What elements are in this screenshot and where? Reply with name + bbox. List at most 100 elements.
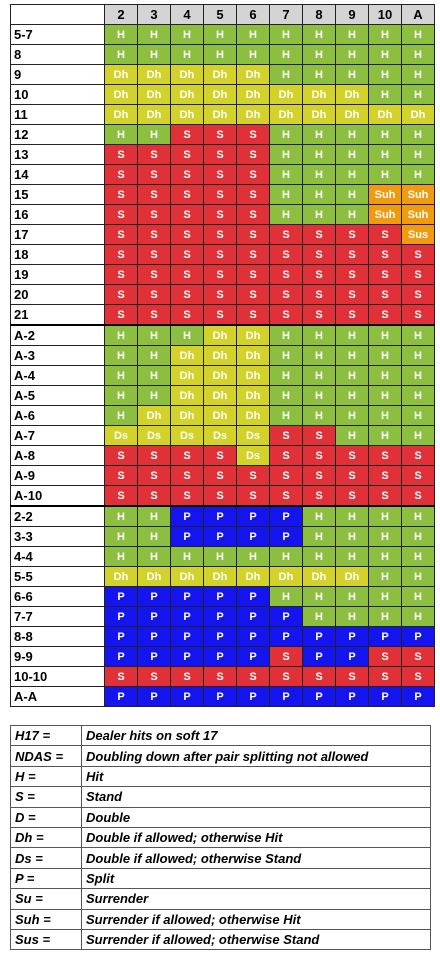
- action-cell: H: [335, 184, 369, 205]
- action-cell: Dh: [302, 566, 336, 587]
- hand-row: 10 Dh Dh Dh Dh Dh Dh Dh Dh H H: [10, 84, 435, 105]
- action-cell: H: [368, 505, 402, 527]
- legend-description: Surrender if allowed; otherwise Hit: [81, 908, 431, 930]
- hand-row: 9 Dh Dh Dh Dh Dh H H H H H: [10, 64, 435, 85]
- action-cell: S: [170, 284, 204, 305]
- action-cell: Dh: [104, 64, 138, 85]
- hand-row: 2-2 H H P P P P H H H H: [10, 505, 435, 527]
- action-cell: H: [335, 144, 369, 165]
- action-cell: H: [401, 64, 435, 85]
- action-cell: H: [137, 385, 171, 406]
- action-cell: S: [302, 666, 336, 687]
- legend-abbreviation: H =: [10, 765, 82, 788]
- legend-description: Stand: [81, 786, 431, 808]
- action-cell: H: [401, 144, 435, 165]
- hand-label: 12: [10, 124, 105, 145]
- legend-description: Double if allowed; otherwise Hit: [81, 826, 431, 849]
- action-cell: S: [236, 485, 270, 507]
- action-cell: P: [302, 686, 336, 707]
- action-cell: S: [401, 485, 435, 507]
- hand-label: 18: [10, 244, 105, 265]
- legend-description: Surrender if allowed; otherwise Stand: [81, 928, 431, 951]
- action-cell: H: [368, 566, 402, 587]
- action-cell: H: [269, 365, 303, 386]
- action-cell: S: [302, 244, 336, 265]
- legend-description: Surrender: [81, 888, 431, 910]
- action-cell: H: [368, 324, 402, 346]
- action-cell: H: [137, 24, 171, 45]
- action-cell: H: [368, 365, 402, 386]
- action-cell: P: [236, 646, 270, 667]
- hand-label: 3-3: [10, 526, 105, 547]
- hand-label: 8-8: [10, 626, 105, 647]
- action-cell: H: [269, 324, 303, 346]
- action-cell: Dh: [335, 566, 369, 587]
- hand-label: 15: [10, 184, 105, 205]
- action-cell: H: [368, 64, 402, 85]
- action-cell: H: [203, 546, 237, 567]
- action-cell: H: [401, 586, 435, 607]
- action-cell: H: [302, 385, 336, 406]
- dealer-card-header: 5: [203, 4, 237, 25]
- hand-label: 20: [10, 284, 105, 305]
- action-cell: H: [302, 44, 336, 65]
- action-cell: S: [104, 485, 138, 507]
- action-cell: S: [236, 666, 270, 687]
- action-cell: H: [401, 405, 435, 426]
- action-cell: H: [302, 184, 336, 205]
- action-cell: Dh: [269, 84, 303, 105]
- action-cell: H: [368, 546, 402, 567]
- action-cell: S: [368, 485, 402, 507]
- action-cell: S: [104, 666, 138, 687]
- action-cell: H: [335, 425, 369, 446]
- action-cell: S: [269, 485, 303, 507]
- action-cell: Dh: [170, 345, 204, 366]
- action-cell: S: [368, 304, 402, 326]
- action-cell: H: [269, 24, 303, 45]
- action-cell: P: [170, 646, 204, 667]
- action-cell: S: [203, 184, 237, 205]
- action-cell: Dh: [104, 566, 138, 587]
- hand-row: 10-10 S S S S S S S S S S: [10, 666, 435, 687]
- action-cell: Suh: [401, 204, 435, 225]
- legend-row: H = Hit: [10, 765, 431, 788]
- action-cell: S: [203, 445, 237, 466]
- action-cell: Dh: [203, 104, 237, 125]
- action-cell: H: [368, 144, 402, 165]
- dealer-card-header: A: [401, 4, 435, 25]
- action-cell: H: [335, 546, 369, 567]
- action-cell: H: [269, 144, 303, 165]
- hand-label: 13: [10, 144, 105, 165]
- action-cell: S: [170, 264, 204, 285]
- hand-row: 9-9 P P P P P S P P S S: [10, 646, 435, 667]
- action-cell: H: [302, 526, 336, 547]
- hand-label: 5-7: [10, 24, 105, 45]
- action-cell: H: [170, 546, 204, 567]
- hand-row: 5-7 H H H H H H H H H H: [10, 24, 435, 45]
- hand-label: 14: [10, 164, 105, 185]
- action-cell: H: [335, 164, 369, 185]
- action-cell: S: [137, 204, 171, 225]
- hand-row: 6-6 P P P P P H H H H H: [10, 586, 435, 607]
- hand-row: 16 S S S S S H H H Suh Suh: [10, 204, 435, 225]
- action-cell: H: [302, 124, 336, 145]
- action-cell: Ds: [137, 425, 171, 446]
- action-cell: S: [203, 264, 237, 285]
- action-cell: P: [335, 686, 369, 707]
- action-cell: S: [368, 646, 402, 667]
- action-cell: Dh: [269, 104, 303, 125]
- action-cell: H: [335, 606, 369, 627]
- legend-abbreviation: Ds =: [10, 847, 82, 869]
- action-cell: H: [401, 24, 435, 45]
- hand-row: A-8 S S S S Ds S S S S S: [10, 445, 435, 466]
- action-cell: S: [203, 204, 237, 225]
- action-cell: H: [302, 324, 336, 346]
- action-cell: Dh: [401, 104, 435, 125]
- action-cell: H: [137, 345, 171, 366]
- action-cell: S: [401, 304, 435, 326]
- action-cell: S: [137, 465, 171, 486]
- action-cell: S: [170, 244, 204, 265]
- legend-row: D = Double: [10, 806, 431, 828]
- action-cell: P: [137, 686, 171, 707]
- action-cell: P: [269, 505, 303, 527]
